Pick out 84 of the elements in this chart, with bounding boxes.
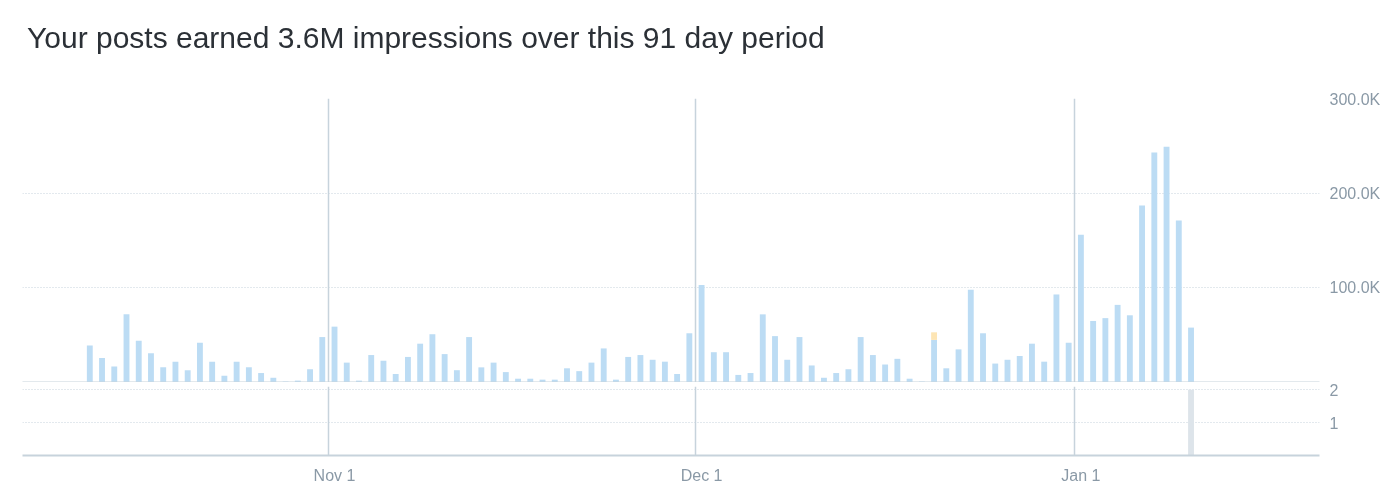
y-tick-label: 100.0K	[1329, 279, 1381, 297]
bar	[1016, 355, 1023, 382]
bar	[1139, 205, 1146, 382]
bar	[196, 342, 203, 382]
bar	[184, 370, 191, 382]
bar	[441, 354, 448, 382]
bar	[967, 289, 974, 382]
bar	[698, 284, 705, 382]
bar	[221, 375, 228, 382]
bar	[392, 373, 399, 382]
bar	[478, 367, 485, 382]
bar	[894, 358, 901, 382]
bar	[906, 378, 913, 382]
bar	[1077, 234, 1084, 382]
bar	[931, 339, 938, 382]
bar	[857, 337, 864, 382]
bar	[245, 367, 252, 382]
x-tick-label: Jan 1	[1061, 466, 1101, 484]
bar	[319, 337, 326, 382]
bar	[759, 314, 766, 382]
bar	[453, 370, 460, 382]
bar	[1126, 315, 1133, 382]
bar	[576, 371, 583, 382]
bar	[661, 361, 668, 382]
bar	[270, 377, 277, 382]
bar	[527, 378, 534, 382]
bar	[772, 336, 778, 382]
bar	[148, 353, 154, 382]
bar	[111, 366, 118, 382]
x-tick-label: Dec 1	[680, 466, 723, 484]
bar	[1175, 220, 1182, 382]
bar	[160, 367, 167, 382]
bar	[649, 359, 656, 382]
bar	[637, 355, 644, 382]
bar	[674, 373, 681, 382]
bar	[1041, 361, 1048, 382]
bar	[686, 333, 693, 382]
bar	[135, 340, 142, 382]
bar	[233, 361, 240, 382]
bar	[1151, 152, 1158, 382]
bar	[833, 373, 840, 382]
bar	[99, 357, 105, 382]
bar	[992, 363, 999, 382]
chart-title: Your posts earned 3.6M impressions over this 91 day period	[27, 20, 825, 56]
bar	[1029, 343, 1035, 382]
bar	[1114, 304, 1121, 382]
bar	[821, 377, 827, 382]
y-tick-label: 300.0K	[1329, 90, 1381, 108]
x-tick-label: Nov 1	[313, 466, 356, 484]
bar	[564, 368, 570, 382]
bar	[845, 369, 852, 382]
bar	[882, 364, 889, 382]
bar	[307, 369, 313, 382]
bar	[625, 356, 632, 382]
bar	[429, 334, 436, 382]
bar	[784, 359, 791, 382]
bar	[466, 337, 473, 382]
bar	[723, 352, 729, 382]
bar	[258, 373, 265, 382]
bar	[869, 355, 876, 382]
bar	[710, 352, 717, 382]
bar	[417, 343, 424, 382]
bar	[343, 362, 350, 382]
bar	[404, 356, 411, 382]
y-tick-label: 1	[1329, 414, 1339, 432]
bar	[1102, 318, 1109, 382]
bar	[368, 355, 375, 382]
bar	[86, 345, 93, 382]
bar	[1090, 320, 1097, 382]
bar	[931, 332, 938, 340]
bar	[735, 374, 742, 382]
y-tick-label: 2	[1329, 381, 1339, 399]
bar	[1065, 342, 1072, 382]
bar	[502, 372, 509, 382]
bar	[980, 333, 986, 382]
bar	[490, 362, 497, 382]
bar	[515, 378, 521, 382]
bar	[209, 361, 216, 382]
y-tick-label: 200.0K	[1329, 184, 1381, 202]
bar	[1053, 294, 1060, 382]
bar	[600, 348, 607, 382]
bar	[808, 365, 815, 382]
bar	[943, 368, 950, 382]
bar	[1188, 327, 1194, 382]
